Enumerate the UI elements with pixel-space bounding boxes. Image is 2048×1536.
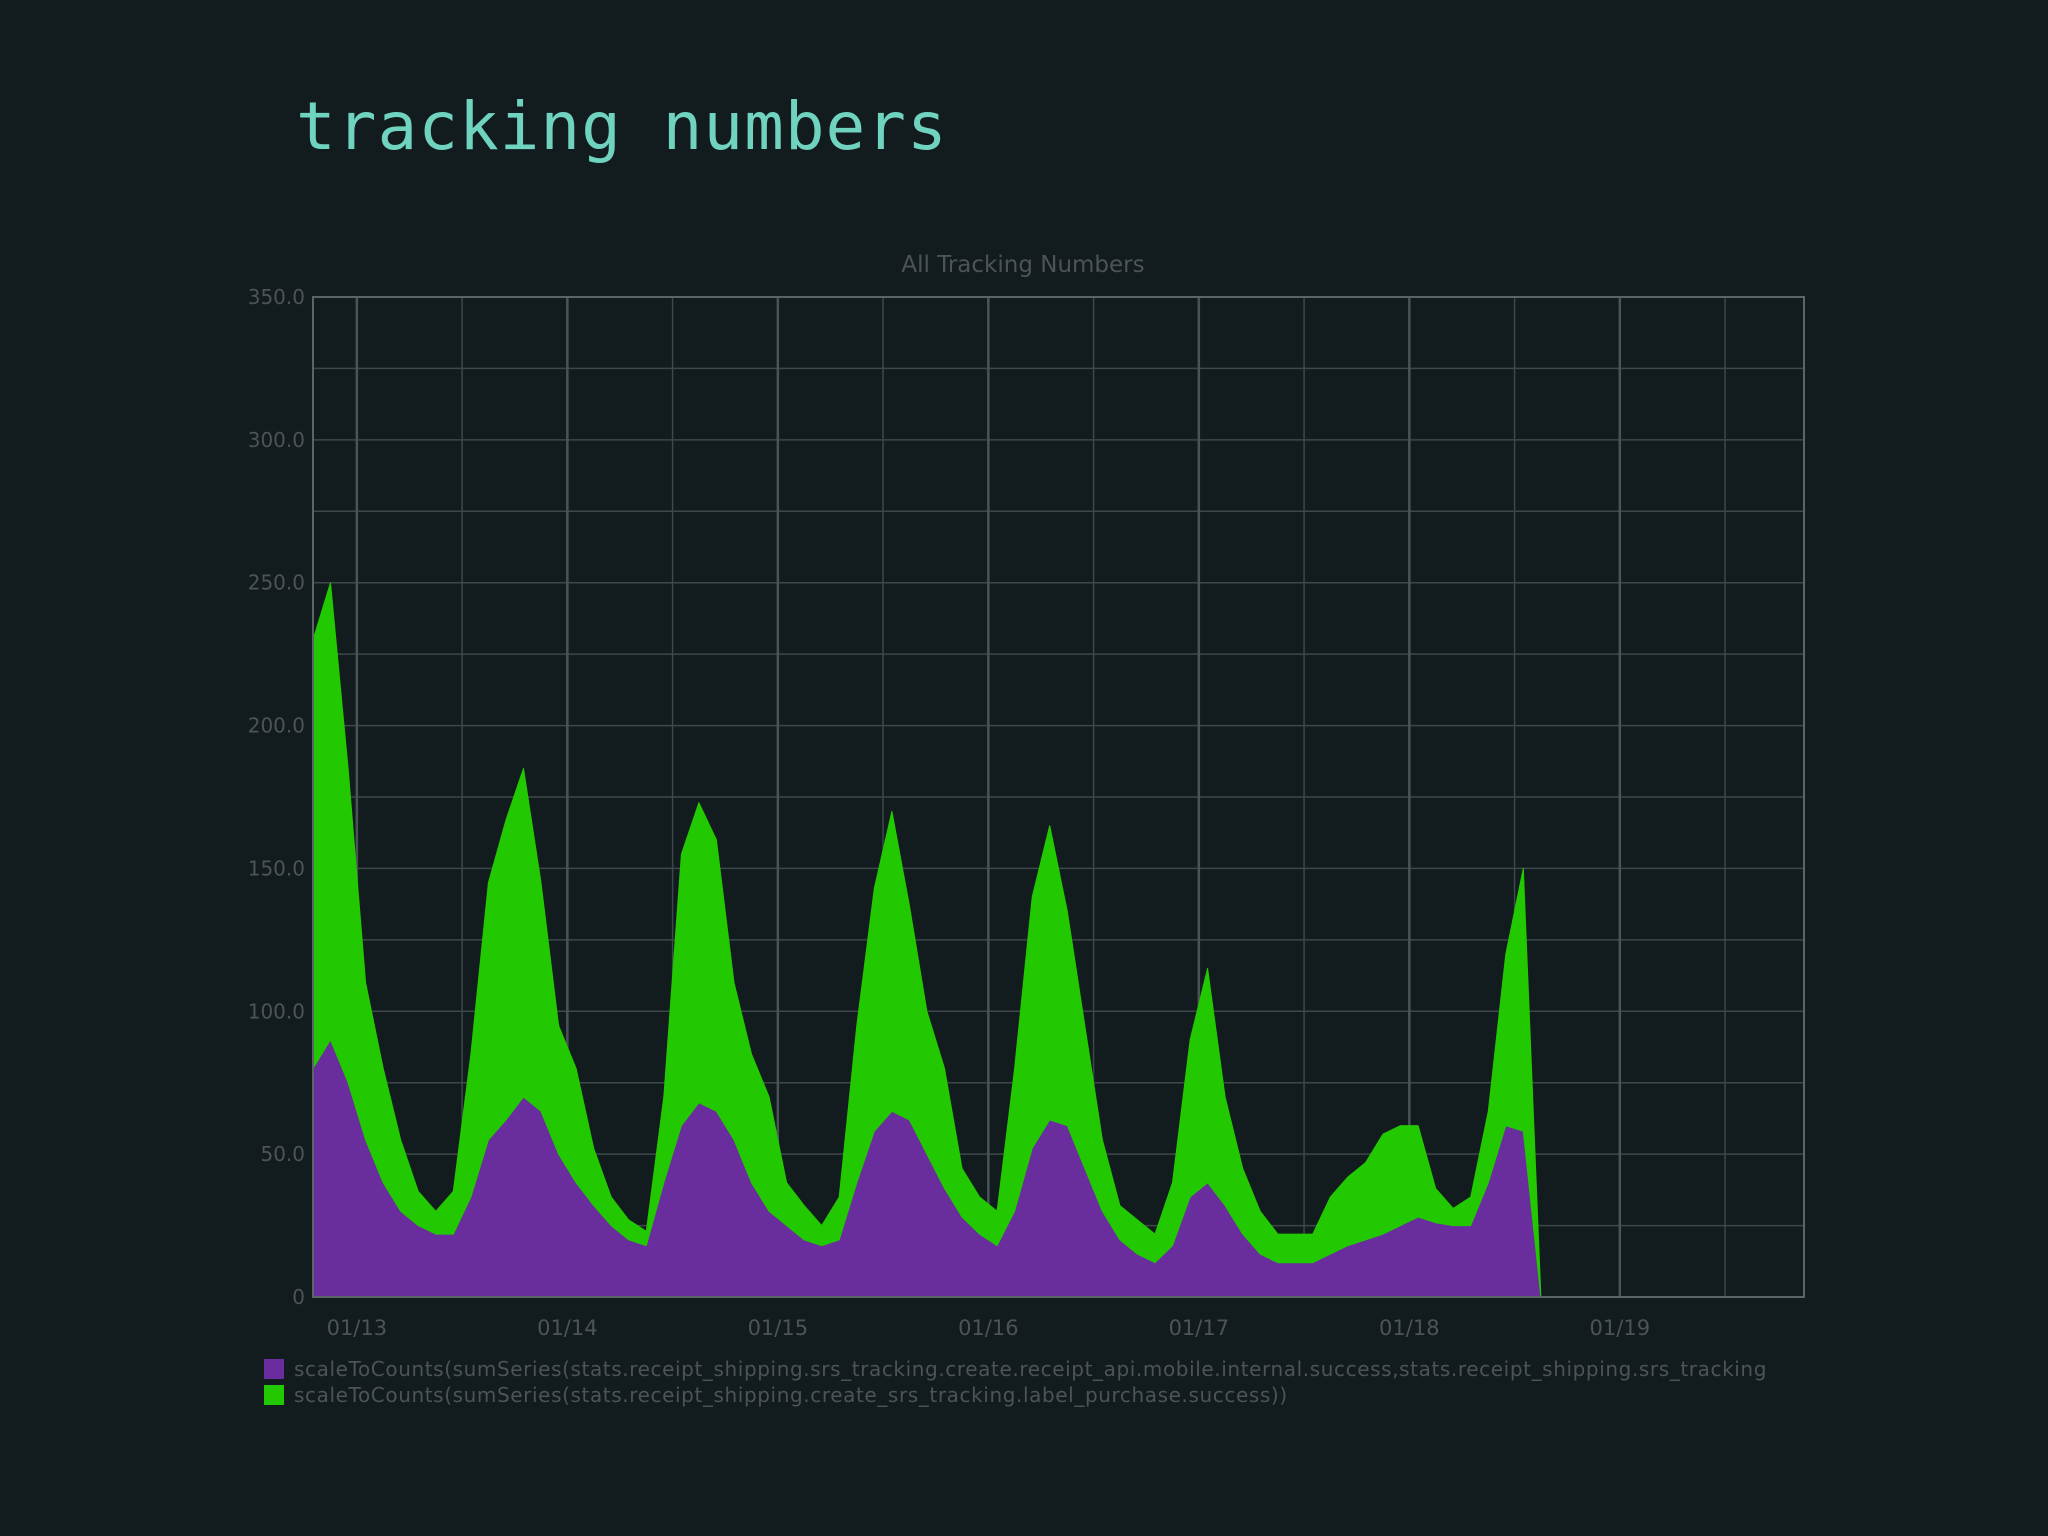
legend: scaleToCounts(sumSeries(stats.receipt_sh… xyxy=(264,1356,1824,1408)
y-tick-label: 350.0 xyxy=(248,285,305,309)
x-axis: 01/13 01/14 01/15 01/16 01/17 01/18 01/19 xyxy=(327,1316,1650,1340)
y-tick-label: 50.0 xyxy=(260,1142,305,1166)
x-tick-label: 01/16 xyxy=(958,1316,1019,1340)
x-tick-label: 01/13 xyxy=(327,1316,388,1340)
y-tick-label: 100.0 xyxy=(248,999,305,1023)
x-tick-label: 01/14 xyxy=(537,1316,598,1340)
y-tick-label: 250.0 xyxy=(248,571,305,595)
y-tick-label: 0 xyxy=(292,1285,305,1309)
x-tick-label: 01/18 xyxy=(1379,1316,1440,1340)
slide-title: tracking numbers xyxy=(296,88,948,165)
y-tick-label: 200.0 xyxy=(248,714,305,738)
legend-swatch-green xyxy=(264,1385,284,1405)
x-tick-label: 01/17 xyxy=(1169,1316,1230,1340)
chart-title: All Tracking Numbers xyxy=(901,252,1144,278)
legend-item-purple[interactable]: scaleToCounts(sumSeries(stats.receipt_sh… xyxy=(264,1356,1824,1382)
y-tick-label: 300.0 xyxy=(248,428,305,452)
y-axis: 0 50.0 100.0 150.0 200.0 250.0 300.0 350.0 xyxy=(248,285,305,1309)
legend-swatch-purple xyxy=(264,1359,284,1379)
legend-label: scaleToCounts(sumSeries(stats.receipt_sh… xyxy=(294,1357,1767,1381)
legend-label: scaleToCounts(sumSeries(stats.receipt_sh… xyxy=(294,1383,1288,1407)
x-tick-label: 01/19 xyxy=(1590,1316,1651,1340)
plot-frame xyxy=(312,296,1805,1298)
legend-item-green[interactable]: scaleToCounts(sumSeries(stats.receipt_sh… xyxy=(264,1382,1824,1408)
x-tick-label: 01/15 xyxy=(748,1316,809,1340)
series-area-2 xyxy=(312,582,1542,1298)
y-tick-label: 150.0 xyxy=(248,856,305,880)
